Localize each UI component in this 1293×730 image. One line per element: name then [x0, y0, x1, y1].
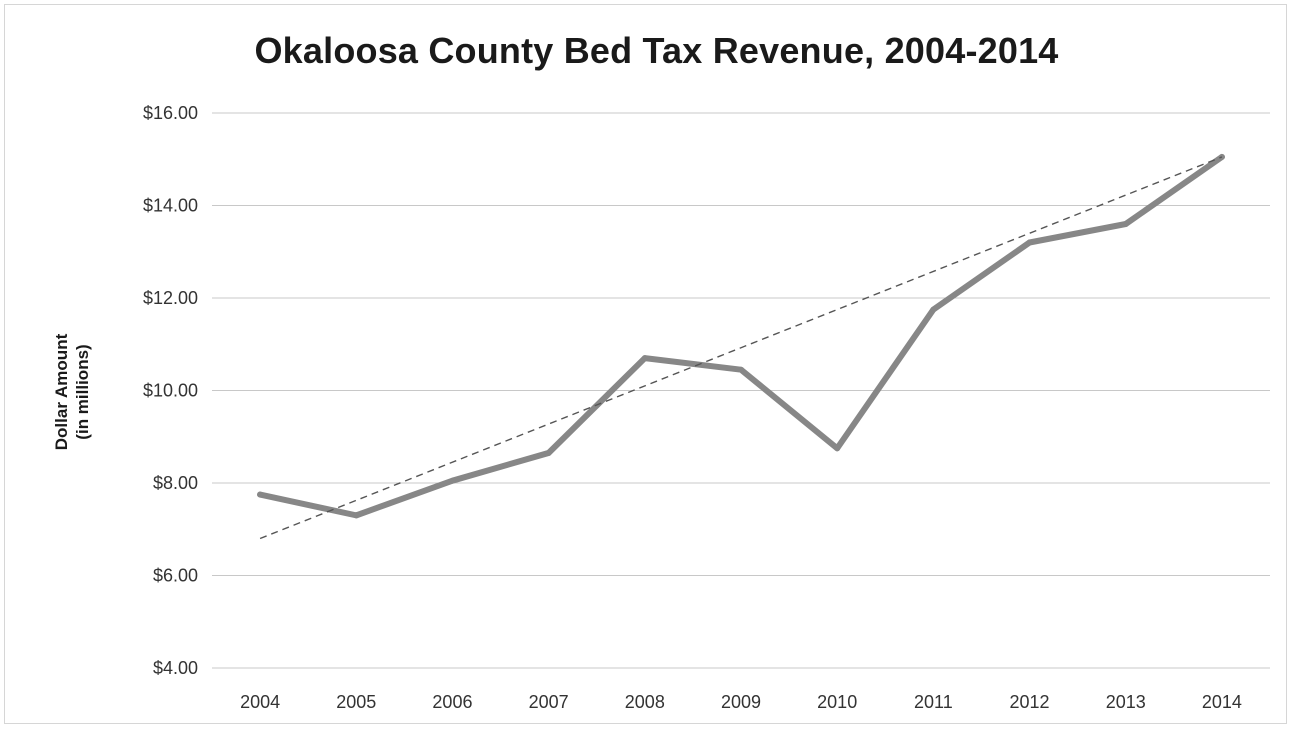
y-tick-label-2: $8.00	[153, 473, 198, 493]
chart-frame	[4, 4, 1287, 724]
x-tick-label-2006: 2006	[432, 692, 472, 712]
y-tick-labels: $4.00 $6.00 $8.00 $10.00 $12.00 $14.00 $16.00	[143, 103, 198, 678]
x-tick-label-2004: 2004	[240, 692, 280, 712]
x-tick-labels: 2004 2005 2006 2007 2008 2009 2010 2011 2012 2013…	[240, 692, 1242, 712]
linear-trendline	[259, 156, 1223, 540]
x-tick-label-2013: 2013	[1106, 692, 1146, 712]
y-tick-label-4: $12.00	[143, 288, 198, 308]
y-tick-label-0: $4.00	[153, 658, 198, 678]
series-line-0	[257, 153, 1225, 519]
x-tick-label-2005: 2005	[336, 692, 376, 712]
data-point-2011	[930, 306, 937, 313]
data-point-2006	[449, 477, 456, 484]
data-point-2007	[545, 449, 552, 456]
x-tick-label-2007: 2007	[529, 692, 569, 712]
x-tick-label-2009: 2009	[721, 692, 761, 712]
data-point-2009	[738, 366, 744, 373]
x-tick-label-2014: 2014	[1202, 692, 1242, 712]
y-tick-label-5: $14.00	[143, 196, 198, 216]
gridlines	[212, 112, 1270, 669]
x-tick-label-2011: 2011	[914, 692, 953, 712]
data-point-2013	[1122, 221, 1129, 227]
trendline-layer	[259, 156, 1223, 540]
y-tick-label-3: $10.00	[143, 381, 198, 401]
chart-title: Okaloosa County Bed Tax Revenue, 2004-20…	[254, 30, 1059, 71]
series-layer	[257, 153, 1225, 519]
x-tick-label-2012: 2012	[1010, 692, 1050, 712]
y-tick-label-6: $16.00	[143, 103, 198, 123]
y-tick-label-1: $6.00	[153, 566, 198, 586]
data-point-2005	[353, 512, 360, 519]
data-point-2012	[1026, 239, 1033, 246]
data-point-2010	[834, 445, 841, 452]
x-tick-label-2008: 2008	[625, 692, 665, 712]
data-point-2004	[257, 491, 264, 498]
x-tick-label-2010: 2010	[817, 692, 857, 712]
data-point-2008	[641, 355, 648, 362]
